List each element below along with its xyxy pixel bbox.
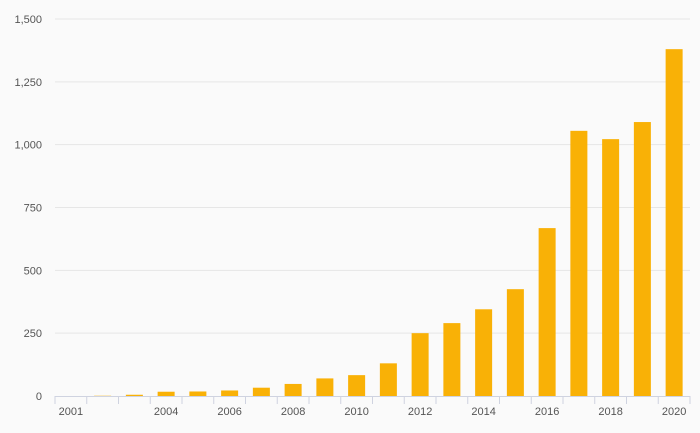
bar-2011 <box>379 363 397 396</box>
bars <box>94 49 683 397</box>
x-tick-label: 2001 <box>59 406 83 418</box>
y-tick-label: 750 <box>24 203 42 215</box>
bar-2012 <box>411 333 429 396</box>
y-tick-label: 1,000 <box>14 140 42 152</box>
bar-2007 <box>252 387 270 396</box>
x-axis-ticks: 2001 2004 2006 2008 2010 2012 2014 2016 2018 2020 <box>54 396 691 418</box>
x-tick-label: 2020 <box>662 406 686 418</box>
bar-2006 <box>221 390 239 396</box>
y-tick-label: 1,250 <box>14 77 42 89</box>
bar-2014 <box>475 309 493 396</box>
bar-2019 <box>633 122 651 397</box>
x-tick-label: 2010 <box>344 406 368 418</box>
bar-2013 <box>443 323 461 396</box>
bar-2010 <box>348 375 366 396</box>
x-tick-label: 2016 <box>535 406 559 418</box>
bar-2016 <box>538 228 556 396</box>
x-tick-label: 2008 <box>281 406 305 418</box>
bar-2009 <box>316 378 334 396</box>
y-tick-label: 250 <box>24 328 42 340</box>
x-tick-label: 2012 <box>408 406 432 418</box>
bar-2017 <box>570 130 588 397</box>
y-tick-label: 1,500 <box>14 14 42 26</box>
x-tick-label: 2006 <box>217 406 241 418</box>
bar-2020 <box>665 49 683 396</box>
bar-2003 <box>125 394 143 396</box>
y-axis-tick-labels: 0 250 500 750 1,000 1,250 1,500 <box>14 14 42 403</box>
y-tick-label: 500 <box>24 265 42 277</box>
bar-2008 <box>284 383 302 396</box>
x-tick-label: 2004 <box>154 406 178 418</box>
bar-2018 <box>602 139 620 396</box>
bar-2004 <box>157 391 175 396</box>
bar-2005 <box>189 391 207 396</box>
gridlines <box>55 18 690 334</box>
y-tick-label: 0 <box>36 391 42 403</box>
x-tick-label: 2014 <box>471 406 495 418</box>
x-tick-label: 2018 <box>598 406 622 418</box>
bar-2015 <box>506 289 524 396</box>
